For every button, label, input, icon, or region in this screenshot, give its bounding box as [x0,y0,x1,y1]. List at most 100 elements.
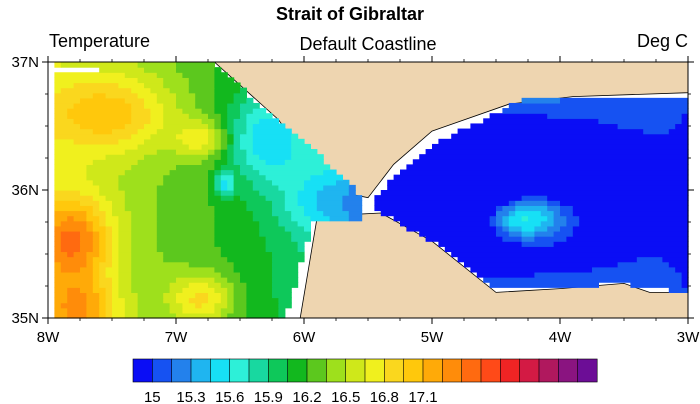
field-cell [163,179,209,186]
field-cell [201,108,215,114]
field-cell [92,128,113,135]
field-cell [131,102,145,109]
field-cell [118,220,132,227]
field-cell [336,179,350,186]
field-cell [252,108,267,114]
field-cell [316,190,350,196]
field-cell [214,87,241,94]
field-cell [214,277,228,283]
field-cell [643,128,670,135]
field-cell [54,241,62,247]
field-cell [99,307,107,314]
field-cell [246,200,273,206]
field-cell [86,225,94,232]
field-cell [528,215,548,222]
field-cell [112,251,119,258]
field-cell [246,297,279,304]
field-cell [54,138,75,145]
field-cell [92,195,107,201]
field-cell [118,241,132,247]
field-cell [214,174,222,181]
field-cell [60,236,81,242]
field-cell [259,225,286,232]
field-cell [54,287,68,293]
field-cell [220,149,228,155]
field-cell [156,128,183,135]
colorbar-swatch [538,358,559,383]
field-cell [169,169,209,176]
field-cell [425,149,689,155]
colorbar-swatch [519,358,540,383]
field-cell [259,118,279,125]
field-cell [304,225,311,232]
field-cell [169,307,183,314]
field-cell [252,164,331,171]
field-cell [105,251,113,258]
field-cell [124,72,158,78]
field-cell [150,108,164,114]
field-cell [99,215,107,222]
field-cell [297,246,305,253]
field-cell [73,118,132,125]
field-cell [73,138,119,145]
field-cell [233,149,247,155]
field-cell [99,292,107,299]
field-cell [220,128,228,135]
field-cell [521,241,555,247]
field-cell [233,190,260,196]
field-cell [233,195,241,201]
field-cell [208,195,222,201]
field-cell [240,271,273,278]
colorbar-swatch [268,358,289,383]
field-cell [220,113,228,119]
field-cell [54,92,94,99]
field-cell [214,128,222,135]
field-cell [272,200,286,206]
field-cell [348,190,356,196]
field-cell [438,138,689,145]
field-cell [73,251,87,258]
field-cell [195,97,215,104]
field-cell [233,123,247,130]
field-cell [118,277,132,283]
field-cell [272,271,299,278]
colorbar-swatch [345,358,366,383]
field-cell [54,82,75,89]
field-cell [617,123,676,130]
field-cell [252,210,273,217]
field-cell [617,261,670,268]
field-cell [534,236,567,242]
colorbar-swatch [152,358,173,383]
field-cell [137,292,164,299]
field-cell [54,62,62,68]
field-cell [668,128,689,135]
field-cell [137,307,171,314]
field-cell [348,215,363,222]
field-cell [681,118,689,125]
field-cell [67,287,81,293]
field-cell [515,205,548,212]
field-cell [131,266,215,273]
field-cell [99,261,113,268]
field-cell [214,118,222,125]
field-cell [272,251,305,258]
field-cell [265,236,292,242]
field-cell [208,179,215,186]
field-cell [99,282,113,288]
field-cell [252,184,279,191]
field-cell [233,92,247,99]
field-cell [163,297,177,304]
field-cell [105,236,113,242]
field-cell [265,159,286,165]
field-cell [54,225,87,232]
field-cell [470,123,619,130]
field-cell [60,230,81,237]
field-cell [144,123,164,130]
field-cell [220,246,267,253]
field-cell [99,246,107,253]
field-cell [92,225,107,232]
colorbar-swatch [480,358,501,383]
field-cell [195,292,209,299]
field-cell [195,92,215,99]
field-cell [220,312,228,319]
